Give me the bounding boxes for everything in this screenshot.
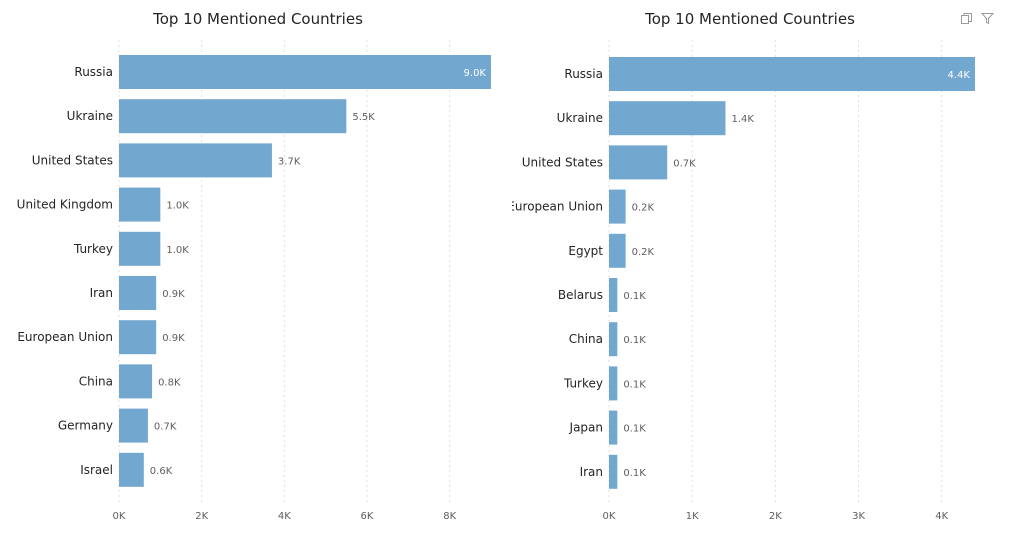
bar[interactable] xyxy=(119,408,148,443)
x-tick-label: 0K xyxy=(113,511,126,522)
category-label: Germany xyxy=(58,419,113,433)
category-label: United States xyxy=(32,153,113,167)
category-label: Russia xyxy=(74,65,113,79)
visual-header xyxy=(960,10,995,25)
bar[interactable] xyxy=(609,322,618,357)
data-label: 0.9K xyxy=(162,289,185,300)
data-label: 0.1K xyxy=(623,335,646,346)
category-label: Egypt xyxy=(568,244,603,258)
bar[interactable] xyxy=(609,145,668,180)
chart-panel-left: Top 10 Mentioned Countries 0K 2K 4K 6K 8K Rus… xyxy=(17,10,491,522)
bar[interactable] xyxy=(609,366,618,401)
bar-chart-right: 0K 1K 2K 3K 4K Russia 4.4K Ukraine 1.4K United St… xyxy=(512,40,975,522)
bar[interactable] xyxy=(119,143,272,178)
category-label: China xyxy=(79,374,113,388)
chart-panel-right: Top 10 Mentioned Countries 0K 1K 2K 3K 4K Rus… xyxy=(512,0,1024,533)
data-label: 0.1K xyxy=(623,379,646,390)
bar[interactable] xyxy=(609,233,626,268)
category-label: Turkey xyxy=(73,242,113,256)
x-tick-label: 1K xyxy=(686,511,699,522)
x-tick-label: 0K xyxy=(603,511,616,522)
data-label: 3.7K xyxy=(278,156,301,167)
bar[interactable] xyxy=(119,55,491,89)
category-label: European Union xyxy=(512,200,603,214)
bar[interactable] xyxy=(609,57,975,91)
data-label: 0.2K xyxy=(632,203,655,214)
category-label: Turkey xyxy=(563,376,603,390)
x-tick-label: 3K xyxy=(852,511,865,522)
data-label: 0.8K xyxy=(158,377,181,388)
x-tick-label: 4K xyxy=(278,511,291,522)
data-label: 1.0K xyxy=(166,245,189,256)
data-label: 1.0K xyxy=(166,201,189,212)
data-label: 0.1K xyxy=(623,468,646,479)
bar[interactable] xyxy=(119,231,161,266)
x-tick-label: 2K xyxy=(195,511,208,522)
bar[interactable] xyxy=(609,278,618,312)
category-label: European Union xyxy=(17,330,113,344)
bar[interactable] xyxy=(119,452,144,487)
category-label: Ukraine xyxy=(557,111,603,125)
x-tick-label: 8K xyxy=(443,511,456,522)
category-label: Iran xyxy=(580,465,603,479)
category-label: Israel xyxy=(80,463,113,477)
x-tick-label: 6K xyxy=(361,511,374,522)
x-tick-label: 2K xyxy=(769,511,782,522)
data-label: 0.7K xyxy=(673,158,696,169)
category-label: United States xyxy=(522,155,603,169)
bar[interactable] xyxy=(119,364,153,399)
category-label: Russia xyxy=(564,67,603,81)
data-label: 0.9K xyxy=(162,333,185,344)
bar[interactable] xyxy=(609,410,618,445)
bar[interactable] xyxy=(119,276,157,310)
data-label: 0.1K xyxy=(623,424,646,435)
copy-icon[interactable] xyxy=(960,10,973,24)
category-label: Ukraine xyxy=(67,109,113,123)
data-label: 0.1K xyxy=(623,291,646,302)
chart-title: Top 10 Mentioned Countries xyxy=(645,10,855,28)
data-label: 1.4K xyxy=(731,114,754,125)
bar[interactable] xyxy=(609,101,726,136)
data-label: 4.4K xyxy=(948,70,971,81)
bar[interactable] xyxy=(119,187,161,222)
filter-icon[interactable] xyxy=(980,10,995,25)
bar[interactable] xyxy=(119,99,347,134)
bar-chart-left: 0K 2K 4K 6K 8K Russia 9.0K Ukraine 5.5K United St… xyxy=(17,40,491,522)
data-label: 5.5K xyxy=(352,112,375,123)
category-label: Iran xyxy=(90,286,113,300)
bar[interactable] xyxy=(119,320,157,355)
data-label: 9.0K xyxy=(464,68,487,79)
x-tick-label: 4K xyxy=(935,511,948,522)
bar[interactable] xyxy=(609,454,618,489)
data-label: 0.6K xyxy=(150,466,173,477)
chart-title: Top 10 Mentioned Countries xyxy=(153,10,363,28)
category-label: United Kingdom xyxy=(17,198,113,212)
category-label: China xyxy=(569,332,603,346)
category-label: Belarus xyxy=(558,288,603,302)
bar[interactable] xyxy=(609,189,626,224)
category-label: Japan xyxy=(569,421,603,435)
data-label: 0.7K xyxy=(154,422,177,433)
data-label: 0.2K xyxy=(632,247,655,258)
